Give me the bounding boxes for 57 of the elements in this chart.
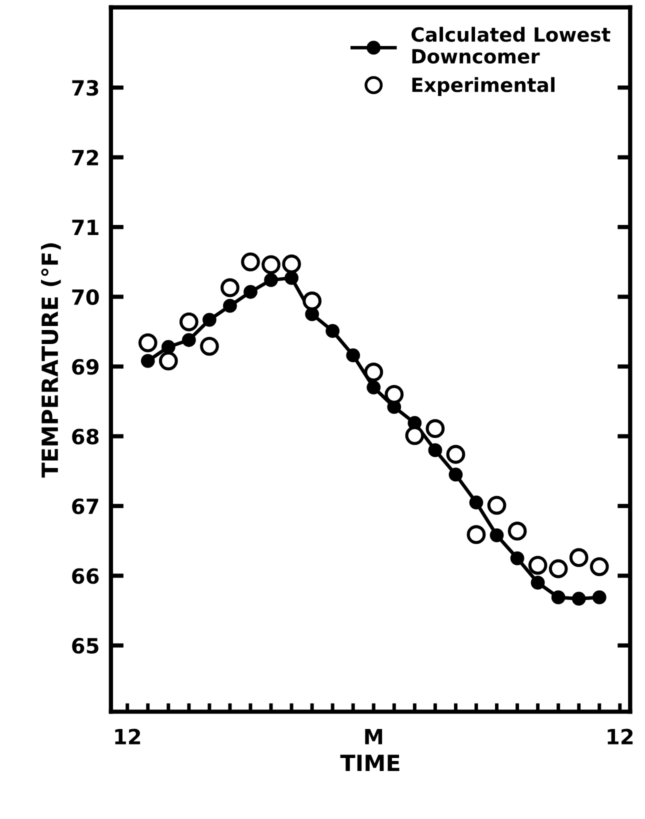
point [202, 312, 216, 327]
point [158, 351, 178, 370]
x-tick-label: 12 [608, 728, 633, 744]
point [241, 252, 260, 272]
legend-label: Experimental [412, 77, 554, 96]
point [220, 278, 240, 298]
point [487, 496, 506, 515]
point [364, 362, 384, 382]
y-tick-label: 70 [72, 289, 99, 305]
point [426, 419, 445, 438]
point [405, 426, 424, 445]
point [284, 271, 298, 285]
point [384, 384, 404, 404]
point [528, 556, 548, 575]
point [569, 548, 588, 568]
point [244, 284, 258, 299]
x-tick-label: 12 [115, 728, 140, 744]
point [200, 336, 219, 356]
point [530, 576, 545, 590]
point [548, 559, 568, 578]
point [264, 273, 278, 287]
x-tick-label: M [365, 729, 382, 744]
y-tick-label: 65 [72, 638, 98, 654]
point [592, 590, 606, 604]
point [469, 496, 484, 510]
point [346, 348, 360, 362]
y-axis-title: TEMPERATURE (°F) [41, 243, 61, 478]
point [138, 333, 158, 352]
y-tick-label: 71 [72, 220, 98, 235]
y-tick-label: 69 [72, 358, 98, 375]
point [551, 590, 566, 604]
point [179, 312, 198, 332]
y-tick-label: 68 [72, 428, 99, 444]
point [262, 255, 280, 274]
point [466, 525, 486, 544]
point [326, 324, 340, 338]
point [140, 354, 155, 368]
point [182, 333, 196, 347]
point [282, 254, 301, 274]
point [366, 380, 381, 394]
y-tick-label: 72 [72, 150, 98, 166]
point [590, 557, 609, 576]
point [490, 528, 504, 542]
point [510, 551, 524, 566]
legend-label: Calculated Lowest Downcomer [412, 26, 610, 64]
point [428, 443, 442, 458]
y-tick-label: 73 [72, 80, 98, 96]
point [448, 468, 463, 482]
y-tick-label: 67 [72, 498, 98, 514]
point [572, 592, 586, 606]
y-tick-label: 66 [72, 568, 99, 584]
point [508, 522, 527, 541]
point [223, 298, 237, 313]
x-axis-title: TIME [340, 754, 400, 771]
point [161, 340, 176, 354]
point [302, 292, 322, 310]
point [446, 444, 466, 464]
